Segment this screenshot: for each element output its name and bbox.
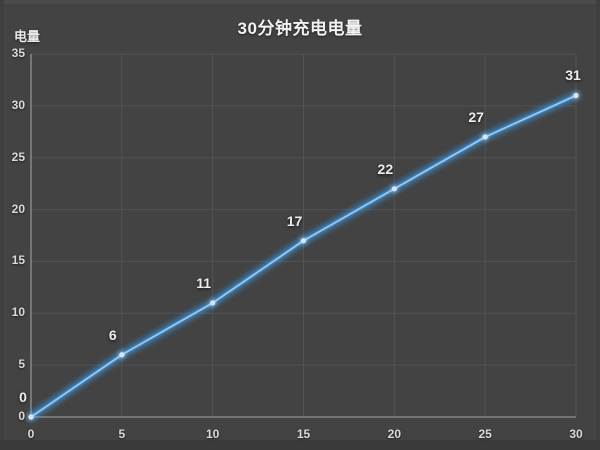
y-tick-label: 0 <box>18 409 25 423</box>
x-tick-label: 30 <box>569 427 583 441</box>
y-tick-label: 10 <box>11 305 25 320</box>
data-point-label: 22 <box>377 160 394 177</box>
y-tick-label: 30 <box>11 97 25 112</box>
y-tick-label: 20 <box>11 201 25 216</box>
right-edge-band <box>596 0 600 450</box>
y-tick-label: 5 <box>18 357 25 372</box>
x-tick-label: 0 <box>27 427 35 441</box>
data-point-label: 17 <box>286 212 303 229</box>
x-tick-label: 5 <box>118 427 126 441</box>
data-point-label: 6 <box>108 326 117 343</box>
y-tick-label: 25 <box>11 149 25 164</box>
y-tick-label: 35 <box>11 46 25 60</box>
y-tick-label: 15 <box>11 253 25 268</box>
top-edge-band <box>0 0 600 4</box>
data-point-label: 31 <box>565 67 581 84</box>
data-point-label: 0 <box>19 389 27 405</box>
x-tick-label: 15 <box>296 427 311 441</box>
x-tick-label: 20 <box>387 427 401 441</box>
y-axis-title: 电量 <box>14 29 41 44</box>
x-tick-label: 10 <box>205 427 220 441</box>
x-tick-label: 25 <box>478 427 492 441</box>
bottom-edge-band <box>0 440 600 450</box>
data-point-label: 27 <box>468 108 484 125</box>
data-point-label: 11 <box>196 274 212 291</box>
data-point-markers <box>28 92 579 420</box>
chart-title: 30分钟充电电量 <box>237 19 363 38</box>
left-edge-band <box>0 0 4 450</box>
axis-lines <box>30 54 576 418</box>
